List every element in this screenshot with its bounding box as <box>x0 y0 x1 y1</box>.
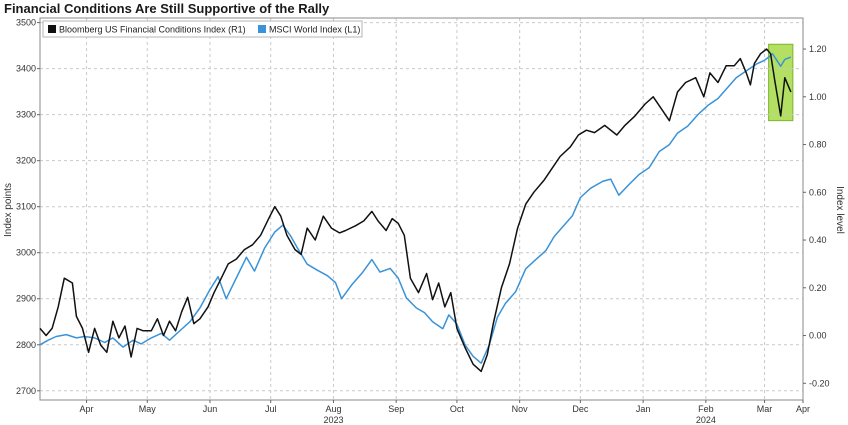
y-left-tick-label: 3500 <box>16 18 36 28</box>
y-left-tick-label: 3000 <box>16 248 36 258</box>
chart-legend: Bloomberg US Financial Conditions Index … <box>42 20 363 38</box>
x-tick-label: Apr <box>80 404 94 414</box>
y-right-tick-label: 1.20 <box>809 44 827 54</box>
legend-swatch-fci <box>48 25 56 33</box>
plot-frame <box>39 17 804 401</box>
y-left-tick-label: 2900 <box>16 294 36 304</box>
y-left-tick-label: 3400 <box>16 64 36 74</box>
highlight-box <box>768 43 794 122</box>
x-tick-label: Jan <box>636 404 651 414</box>
y-right-tick-label: 1.00 <box>809 92 827 102</box>
x-year-label: 2023 <box>323 415 343 425</box>
y-right-tick-label: -0.20 <box>809 378 830 388</box>
legend-box <box>42 20 363 38</box>
x-tick-label: Sep <box>388 404 404 414</box>
x-tick-label: Apr <box>796 404 810 414</box>
x-tick-label: Feb <box>698 404 714 414</box>
series-line-fci <box>39 48 792 373</box>
x-tick-label: Jul <box>265 404 277 414</box>
x-tick-label: Nov <box>512 404 529 414</box>
y-axis-left-label: Index points <box>3 183 14 237</box>
y-left-tick-label: 2800 <box>16 340 36 350</box>
y-right-tick-label: 0.00 <box>809 331 827 341</box>
legend-label-msci: MSCI World Index (L1) <box>269 25 360 35</box>
legend-swatch-msci <box>258 25 266 33</box>
y-left-tick-label: 2700 <box>16 386 36 396</box>
y-right-tick-label: 0.20 <box>809 283 827 293</box>
legend-label-fci: Bloomberg US Financial Conditions Index … <box>59 25 246 35</box>
x-tick-label: Aug <box>325 404 341 414</box>
x-tick-label: Mar <box>757 404 773 414</box>
y-right-tick-label: 0.60 <box>809 187 827 197</box>
y-right-tick-label: 0.80 <box>809 140 827 150</box>
x-year-label: 2024 <box>696 415 716 425</box>
y-right-tick-label: 0.40 <box>809 235 827 245</box>
x-tick-label: Oct <box>450 404 465 414</box>
y-axis-right-label: Index level <box>834 186 845 234</box>
chart-title: Financial Conditions Are Still Supportiv… <box>4 1 330 16</box>
x-tick-label: May <box>139 404 157 414</box>
y-left-tick-label: 3300 <box>16 110 36 120</box>
y-left-tick-label: 3100 <box>16 202 36 212</box>
x-tick-label: Dec <box>572 404 589 414</box>
series-line-msci <box>39 53 792 364</box>
x-tick-label: Jun <box>203 404 218 414</box>
y-left-tick-label: 3200 <box>16 156 36 166</box>
